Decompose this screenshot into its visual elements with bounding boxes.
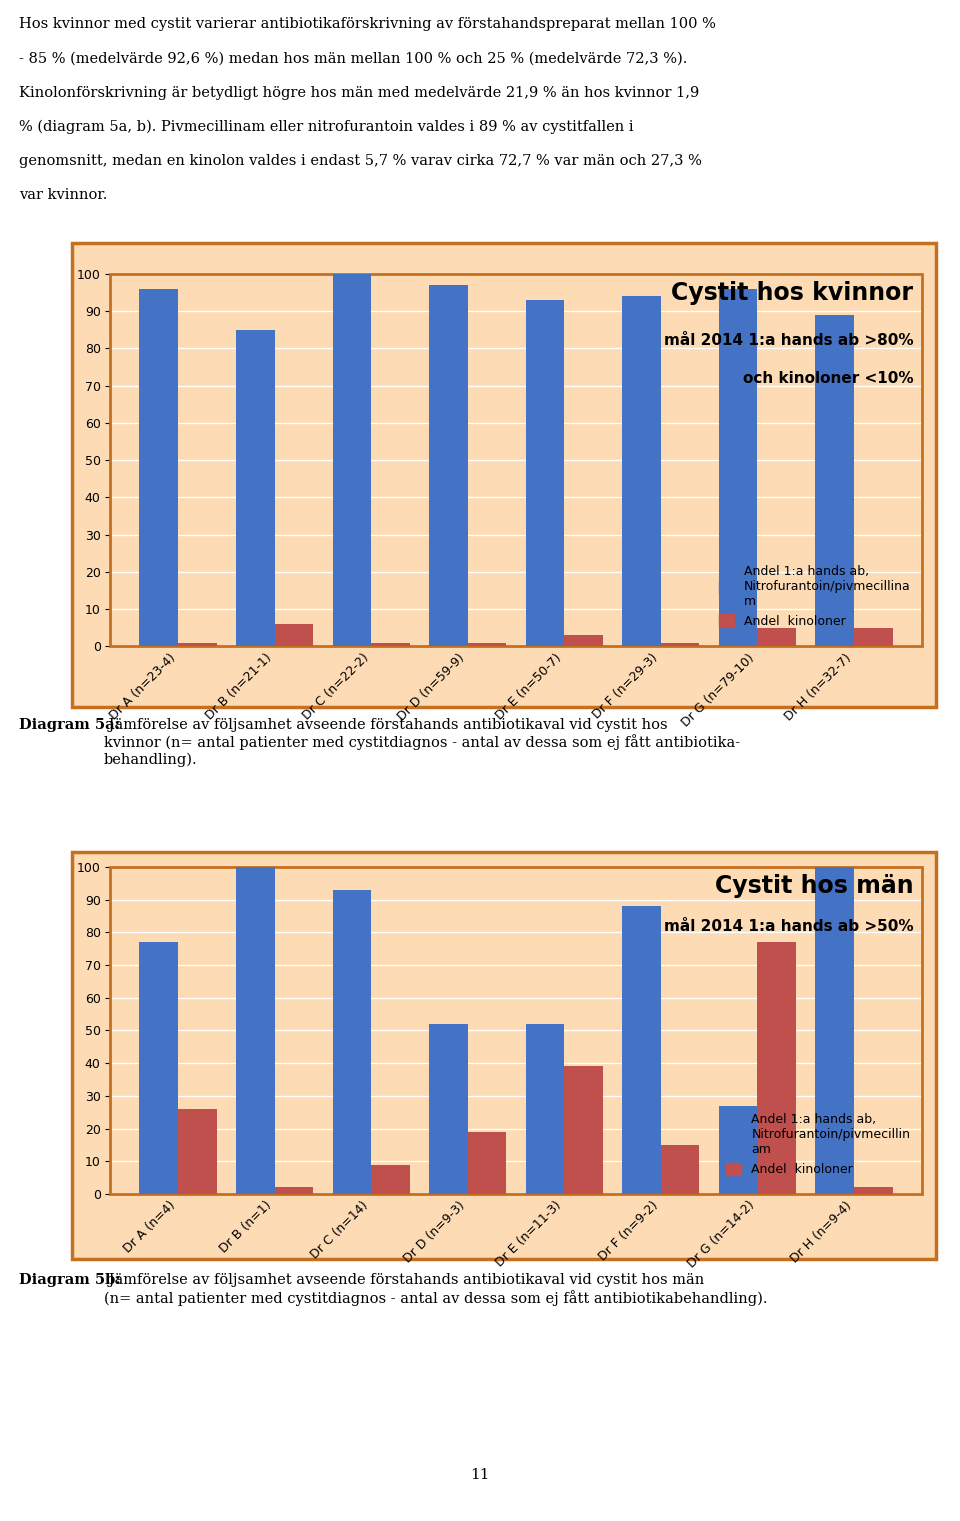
Bar — [178, 1109, 217, 1194]
Bar — [468, 643, 506, 646]
Bar — [429, 284, 468, 646]
Bar — [372, 1165, 410, 1194]
Bar — [660, 643, 700, 646]
Bar — [660, 1145, 700, 1194]
Bar — [236, 867, 275, 1194]
Text: och kinoloner <10%: och kinoloner <10% — [743, 371, 914, 386]
Text: Hos kvinnor med cystit varierar antibiotikaförskrivning av förstahandspreparat m: Hos kvinnor med cystit varierar antibiot… — [19, 17, 716, 32]
Text: Jämförelse av följsamhet avseende förstahands antibiotikaval vid cystit hos män
: Jämförelse av följsamhet avseende första… — [104, 1273, 767, 1305]
Bar — [139, 289, 178, 646]
Bar — [622, 297, 660, 646]
Text: - 85 % (medelvärde 92,6 %) medan hos män mellan 100 % och 25 % (medelvärde 72,3 : - 85 % (medelvärde 92,6 %) medan hos män… — [19, 52, 687, 65]
Bar — [110, 867, 922, 1194]
Text: Cystit hos kvinnor: Cystit hos kvinnor — [671, 281, 914, 306]
Bar — [526, 1024, 564, 1194]
Bar — [854, 628, 893, 646]
Bar — [139, 941, 178, 1194]
Bar — [564, 636, 603, 646]
Bar — [275, 624, 313, 646]
Text: Jämförelse av följsamhet avseende förstahands antibiotikaval vid cystit hos
kvin: Jämförelse av följsamhet avseende första… — [104, 718, 740, 767]
Bar — [719, 289, 757, 646]
Text: % (diagram 5a, b). Pivmecillinam eller nitrofurantoin valdes i 89 % av cystitfal: % (diagram 5a, b). Pivmecillinam eller n… — [19, 120, 634, 134]
Legend: Andel 1:a hands ab,
Nitrofurantoin/pivmecillin
am, Andel  kinoloner: Andel 1:a hands ab, Nitrofurantoin/pivme… — [721, 1109, 915, 1182]
Text: Cystit hos män: Cystit hos män — [715, 873, 914, 897]
Bar — [815, 315, 854, 646]
Bar — [468, 1132, 506, 1194]
Bar — [332, 890, 372, 1194]
Bar — [372, 643, 410, 646]
Text: Kinolonförskrivning är betydligt högre hos män med medelvärde 21,9 % än hos kvin: Kinolonförskrivning är betydligt högre h… — [19, 85, 700, 100]
Text: genomsnitt, medan en kinolon valdes i endast 5,7 % varav cirka 72,7 % var män oc: genomsnitt, medan en kinolon valdes i en… — [19, 154, 702, 169]
Legend: Andel 1:a hands ab,
Nitrofurantoin/pivmecillina
m, Andel  kinoloner: Andel 1:a hands ab, Nitrofurantoin/pivme… — [713, 560, 915, 633]
Bar — [854, 1188, 893, 1194]
Bar — [757, 941, 796, 1194]
Text: Diagram 5b:: Diagram 5b: — [19, 1273, 121, 1287]
Bar — [622, 907, 660, 1194]
Text: var kvinnor.: var kvinnor. — [19, 189, 108, 202]
Bar — [275, 1188, 313, 1194]
Bar — [719, 1106, 757, 1194]
Bar — [526, 300, 564, 646]
Bar — [429, 1024, 468, 1194]
Bar — [110, 274, 922, 646]
Text: 11: 11 — [470, 1468, 490, 1483]
Text: mål 2014 1:a hands ab >50%: mål 2014 1:a hands ab >50% — [664, 919, 914, 934]
Bar — [815, 867, 854, 1194]
Text: Diagram 5a:: Diagram 5a: — [19, 718, 120, 732]
Bar — [564, 1066, 603, 1194]
Bar — [178, 643, 217, 646]
Bar — [332, 274, 372, 646]
Text: mål 2014 1:a hands ab >80%: mål 2014 1:a hands ab >80% — [664, 333, 914, 348]
Bar — [757, 628, 796, 646]
Bar — [236, 330, 275, 646]
